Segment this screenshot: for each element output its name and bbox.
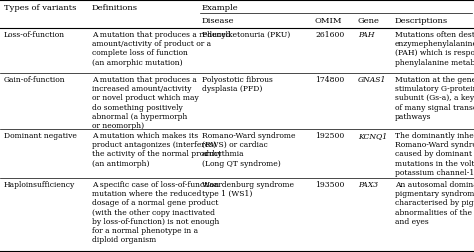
- Text: Mutations often destabilise hepatic
enzymephenylalaninehydroxylase
(PAH) which i: Mutations often destabilise hepatic enzy…: [395, 31, 474, 66]
- Text: Polyostotic fibrous
dysplasia (PFD): Polyostotic fibrous dysplasia (PFD): [202, 76, 273, 93]
- Text: A specific case of loss-of-function
mutation where the reduced
dosage of a norma: A specific case of loss-of-function muta…: [92, 180, 219, 243]
- Text: Gain-of-function: Gain-of-function: [4, 76, 65, 84]
- Text: PAX3: PAX3: [358, 180, 378, 188]
- Text: GNAS1: GNAS1: [358, 76, 386, 84]
- Text: 174800: 174800: [315, 76, 344, 84]
- Text: Disease: Disease: [202, 17, 235, 25]
- Text: OMIM: OMIM: [315, 17, 343, 25]
- Text: Example: Example: [202, 4, 238, 12]
- Text: 192500: 192500: [315, 132, 344, 139]
- Text: Waardenburg syndrome
type 1 (WS1): Waardenburg syndrome type 1 (WS1): [202, 180, 294, 197]
- Text: Types of variants: Types of variants: [4, 4, 76, 12]
- Text: A mutation which makes its
product antagonizes (interferes)
the activity of the : A mutation which makes its product antag…: [92, 132, 221, 167]
- Text: The dominantly inherited
Romano-Ward syndrome is
caused by dominant negative
mut: The dominantly inherited Romano-Ward syn…: [395, 132, 474, 176]
- Text: Dominant negative: Dominant negative: [4, 132, 77, 139]
- Text: Romano-Ward syndrome
(RWS) or cardiac
arrhythmia
(Long QT syndrome): Romano-Ward syndrome (RWS) or cardiac ar…: [202, 132, 295, 167]
- Text: Loss-of-function: Loss-of-function: [4, 31, 65, 39]
- Text: Gene: Gene: [358, 17, 380, 25]
- Text: Phenylketonuria (PKU): Phenylketonuria (PKU): [202, 31, 290, 39]
- Text: A mutation that produces a
increased amount/activity
or novel product which may
: A mutation that produces a increased amo…: [92, 76, 199, 130]
- Text: KCNQ1: KCNQ1: [358, 132, 387, 139]
- Text: Definitions: Definitions: [92, 4, 138, 12]
- Text: Descriptions: Descriptions: [395, 17, 448, 25]
- Text: PAH: PAH: [358, 31, 374, 39]
- Text: 261600: 261600: [315, 31, 344, 39]
- Text: Mutation at the gene induce
stimulatory G-protein alpha
subunit (Gs-a), a key co: Mutation at the gene induce stimulatory …: [395, 76, 474, 120]
- Text: Haploinsufficiency: Haploinsufficiency: [4, 180, 75, 188]
- Text: 193500: 193500: [315, 180, 345, 188]
- Text: A mutation that produces a reduced
amount/activity of product or a
complete loss: A mutation that produces a reduced amoun…: [92, 31, 231, 66]
- Text: An autosomal dominant auditory-
pigmentary syndrome
characterised by pigmentary
: An autosomal dominant auditory- pigmenta…: [395, 180, 474, 225]
